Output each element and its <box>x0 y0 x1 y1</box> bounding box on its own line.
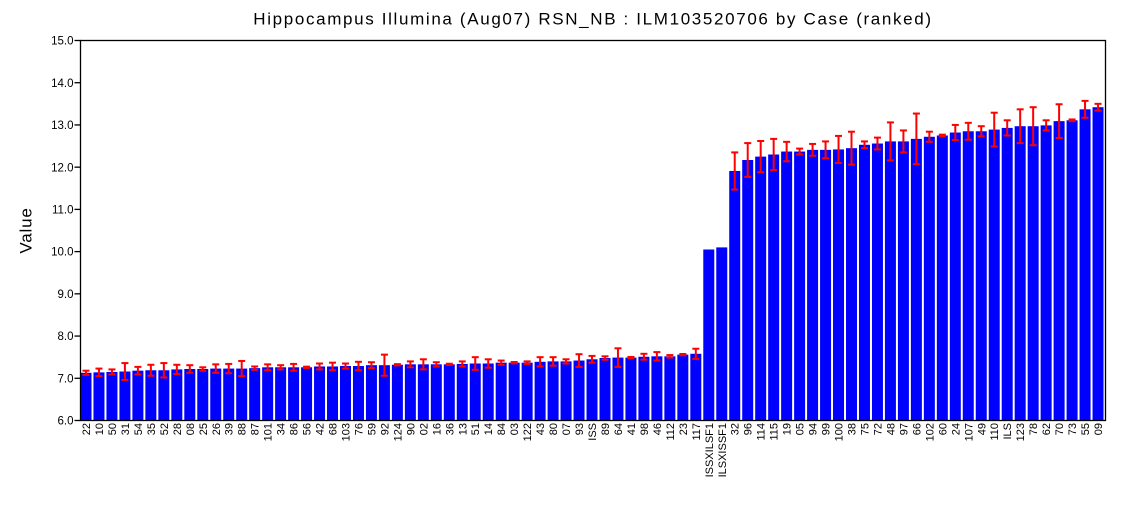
svg-text:38: 38 <box>847 423 859 435</box>
svg-text:117: 117 <box>691 423 703 441</box>
svg-text:103: 103 <box>340 423 352 441</box>
svg-text:7.0: 7.0 <box>58 373 74 385</box>
svg-text:75: 75 <box>859 423 871 435</box>
svg-text:55: 55 <box>1080 423 1092 435</box>
svg-text:09: 09 <box>1093 423 1105 435</box>
svg-text:51: 51 <box>470 423 482 435</box>
svg-text:Value: Value <box>17 207 36 253</box>
svg-text:59: 59 <box>366 423 378 435</box>
svg-text:22: 22 <box>81 423 93 435</box>
svg-text:36: 36 <box>444 423 456 435</box>
svg-text:99: 99 <box>821 423 833 435</box>
svg-text:96: 96 <box>743 423 755 435</box>
svg-text:10.0: 10.0 <box>51 247 73 259</box>
svg-text:62: 62 <box>1041 423 1053 435</box>
svg-text:66: 66 <box>911 423 923 435</box>
svg-text:25: 25 <box>198 423 210 435</box>
svg-text:49: 49 <box>976 423 988 435</box>
svg-text:64: 64 <box>613 423 625 435</box>
svg-text:72: 72 <box>872 423 884 435</box>
svg-text:19: 19 <box>782 423 794 435</box>
svg-text:48: 48 <box>885 423 897 435</box>
svg-text:6.0: 6.0 <box>58 416 74 428</box>
svg-text:102: 102 <box>924 423 936 441</box>
svg-text:114: 114 <box>756 423 768 441</box>
svg-text:52: 52 <box>159 423 171 435</box>
svg-text:03: 03 <box>509 423 521 435</box>
svg-text:07: 07 <box>561 423 573 435</box>
svg-text:110: 110 <box>989 423 1001 441</box>
svg-text:35: 35 <box>146 423 158 435</box>
svg-text:05: 05 <box>795 423 807 435</box>
svg-text:112: 112 <box>665 423 677 441</box>
svg-text:70: 70 <box>1054 423 1066 435</box>
svg-text:02: 02 <box>418 423 430 435</box>
svg-text:115: 115 <box>769 423 781 441</box>
svg-text:88: 88 <box>237 423 249 435</box>
svg-text:ISS: ISS <box>587 423 599 441</box>
svg-text:46: 46 <box>652 423 664 435</box>
svg-text:122: 122 <box>522 423 534 441</box>
svg-text:60: 60 <box>937 423 949 435</box>
svg-text:43: 43 <box>535 423 547 435</box>
svg-text:ILSXISSF1: ILSXISSF1 <box>717 423 729 477</box>
svg-text:76: 76 <box>353 423 365 435</box>
svg-text:39: 39 <box>224 423 236 435</box>
svg-text:100: 100 <box>834 423 846 441</box>
svg-text:80: 80 <box>548 423 560 435</box>
svg-text:13.0: 13.0 <box>51 120 73 132</box>
svg-text:73: 73 <box>1067 423 1079 435</box>
svg-text:15.0: 15.0 <box>51 36 73 48</box>
svg-text:8.0: 8.0 <box>58 331 74 343</box>
svg-text:32: 32 <box>730 423 742 435</box>
svg-text:84: 84 <box>496 423 508 435</box>
svg-text:97: 97 <box>898 423 910 435</box>
svg-text:10: 10 <box>94 423 106 435</box>
svg-text:26: 26 <box>211 423 223 435</box>
svg-text:28: 28 <box>172 423 184 435</box>
svg-text:ISSXILSF1: ISSXILSF1 <box>704 423 716 477</box>
svg-text:31: 31 <box>120 423 132 435</box>
svg-text:11.0: 11.0 <box>52 204 74 216</box>
svg-text:23: 23 <box>678 423 690 435</box>
svg-text:13: 13 <box>457 423 469 435</box>
svg-text:86: 86 <box>289 423 301 435</box>
svg-text:54: 54 <box>133 423 145 435</box>
svg-text:123: 123 <box>1015 423 1027 441</box>
svg-text:98: 98 <box>639 423 651 435</box>
svg-text:101: 101 <box>263 423 275 441</box>
svg-text:56: 56 <box>302 423 314 435</box>
svg-text:08: 08 <box>185 423 197 435</box>
svg-text:50: 50 <box>107 423 119 435</box>
svg-text:14: 14 <box>483 423 495 435</box>
svg-text:89: 89 <box>600 423 612 435</box>
svg-text:94: 94 <box>808 423 820 435</box>
svg-text:90: 90 <box>405 423 417 435</box>
svg-text:12.0: 12.0 <box>51 162 73 174</box>
svg-text:ILS: ILS <box>1002 423 1014 440</box>
svg-text:42: 42 <box>315 423 327 435</box>
svg-text:9.0: 9.0 <box>58 289 74 301</box>
svg-text:16: 16 <box>431 423 443 435</box>
svg-text:41: 41 <box>626 423 638 435</box>
svg-text:87: 87 <box>250 423 262 435</box>
svg-text:24: 24 <box>950 423 962 435</box>
svg-text:34: 34 <box>276 423 288 435</box>
svg-text:78: 78 <box>1028 423 1040 435</box>
svg-text:124: 124 <box>392 423 404 441</box>
svg-text:Hippocampus Illumina (Aug07) R: Hippocampus Illumina (Aug07) RSN_NB : IL… <box>253 10 932 29</box>
svg-text:68: 68 <box>328 423 340 435</box>
svg-text:93: 93 <box>574 423 586 435</box>
svg-text:92: 92 <box>379 423 391 435</box>
svg-text:107: 107 <box>963 423 975 441</box>
svg-text:14.0: 14.0 <box>51 78 73 90</box>
